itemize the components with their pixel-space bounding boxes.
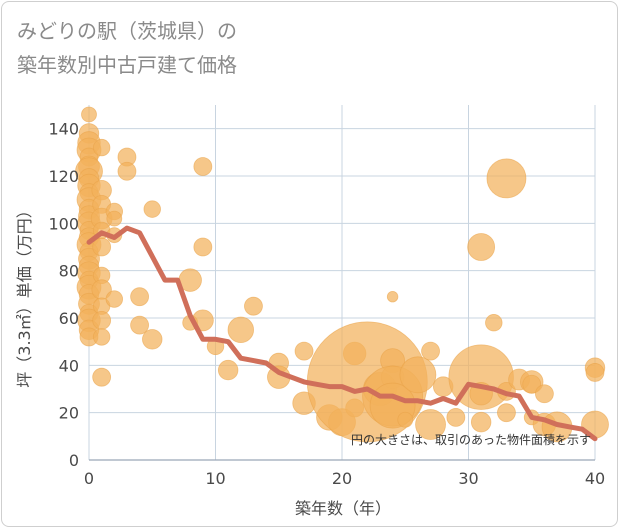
data-bubble [92,367,112,387]
x-tick-label: 0 [84,469,94,488]
data-bubble [130,287,150,307]
data-bubble [193,237,213,257]
data-bubble [130,315,150,335]
data-bubble [117,161,137,181]
data-bubble [92,138,111,157]
y-tick-label: 20 [59,404,79,423]
y-axis-title: 坪（3.3㎡）単価（万円） [15,202,34,387]
data-bubble [399,356,437,394]
data-bubble [485,314,503,332]
data-bubble [397,411,414,428]
data-bubble [486,158,527,199]
y-tick-label: 0 [69,451,79,470]
data-bubble [227,316,255,344]
y-tick-label: 80 [59,262,79,281]
data-bubble [81,106,97,123]
data-bubble [522,374,542,394]
x-tick-label: 30 [458,469,478,488]
average-price-line [86,225,598,442]
data-bubble [193,157,213,176]
data-bubble [535,384,554,404]
y-tick-label: 140 [48,120,79,139]
y-tick-label: 100 [48,214,79,233]
data-bubble [294,341,314,361]
data-bubble [467,233,496,261]
y-tick-label: 40 [59,356,79,375]
data-bubble [585,363,605,382]
data-bubble [421,341,440,361]
data-bubble [92,237,112,257]
data-bubble [470,411,492,433]
data-bubble [497,403,516,423]
chart-title-line-2: 築年数別中古戸建て価格 [17,53,237,77]
y-tick-label: 120 [48,167,79,186]
y-tick-label: 60 [59,309,79,328]
x-tick-label: 10 [205,469,225,488]
data-bubble [386,291,399,303]
x-axis-title: 築年数（年） [295,499,391,518]
data-bubble [106,210,123,227]
data-bubble [217,359,239,381]
data-bubble [142,329,163,350]
x-tick-label: 40 [585,469,605,488]
data-bubble [446,407,466,427]
axis-ticks: 0 20 40 60 80 100 120 140 0 10 20 30 40 [48,120,605,488]
data-bubble [92,310,112,330]
x-tick-label: 20 [332,469,352,488]
bubble-series [75,106,609,443]
data-bubble [244,296,263,316]
data-bubble [143,200,161,218]
chart-title: みどりの駅（茨城県）の 築年数別中古戸建て価格 [17,14,237,82]
data-bubble [105,290,124,308]
data-bubble [92,328,111,346]
chart-title-line-1: みどりの駅（茨城県）の [17,19,237,43]
size-note: 円の大きさは、取引のあった物件面積を示す [351,432,591,447]
data-bubble [415,409,446,440]
